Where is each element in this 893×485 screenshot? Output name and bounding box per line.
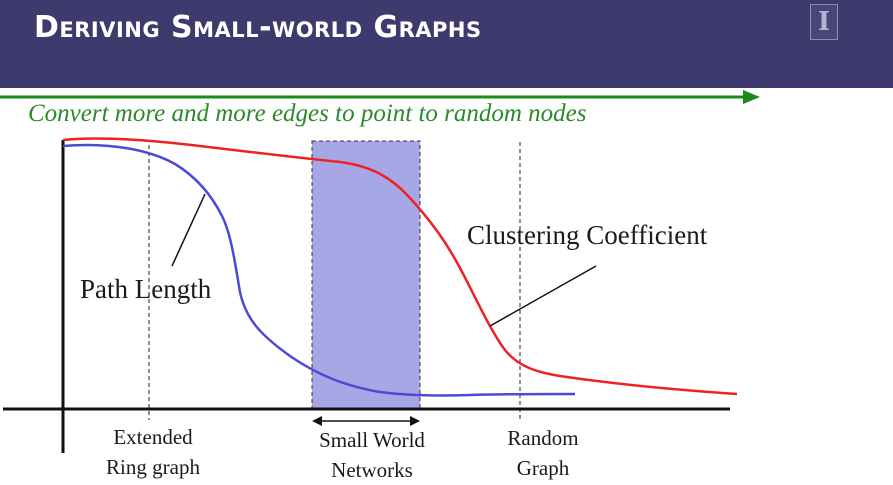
logo-letter: I	[817, 7, 831, 37]
extended-ring-label-line2: Ring graph	[106, 455, 200, 479]
diagram-subtitle: Convert more and more edges to point to …	[28, 100, 587, 127]
random-graph-label-line1: Random	[507, 426, 579, 450]
clustering-pointer	[489, 265, 597, 327]
small-world-label-line2: Networks	[331, 458, 413, 482]
clustering-coefficient-curve	[62, 137, 738, 396]
path-length-pointer	[171, 193, 206, 267]
random-graph-label-line2: Graph	[516, 456, 570, 480]
progress-arrow-head	[743, 90, 760, 104]
random-graph-label: Random Graph	[478, 423, 608, 483]
path-length-label: Path Length	[80, 274, 212, 304]
small-world-label: Small World Networks	[298, 425, 446, 485]
path-length-curve	[62, 143, 576, 397]
title-bar: Deriving Small-world Graphs I	[0, 0, 893, 88]
small-world-label-line1: Small World	[319, 428, 425, 452]
small-world-band	[311, 140, 421, 410]
clustering-coefficient-label: Clustering Coefficient	[467, 220, 708, 250]
span-arrow-right-head	[410, 416, 420, 426]
slide-title: Deriving Small-world Graphs	[34, 10, 482, 45]
extended-ring-label: Extended Ring graph	[88, 422, 218, 482]
span-arrow-left-head	[312, 416, 322, 426]
university-logo-icon: I	[810, 4, 838, 40]
extended-ring-label-line1: Extended	[113, 425, 193, 449]
